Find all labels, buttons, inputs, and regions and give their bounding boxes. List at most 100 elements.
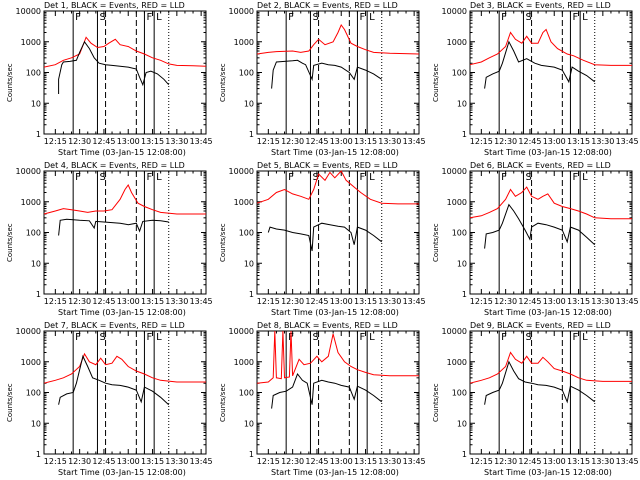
time-marker-label: F [288,172,294,183]
panel-title: Det 1, BLACK = Events, RED = LLD [44,1,185,10]
time-marker-label: S [525,12,531,23]
plot-frame [43,330,207,455]
x-tick-label: 13:15 [141,297,164,306]
x-axis-label: Start Time (03-Jan-15 12:08:00) [484,148,612,157]
x-tick-label: 12:15 [44,457,67,466]
time-marker-label: S [312,12,318,23]
x-tick-label: 12:15 [257,297,280,306]
x-axis-label: Start Time (03-Jan-15 12:08:00) [58,468,186,477]
time-marker-label: S [99,332,105,343]
lld-series-line [43,36,207,68]
time-marker-label: S [99,12,105,23]
y-tick-label: 1000 [234,358,254,367]
y-tick-label: 10000 [442,167,467,176]
time-marker-label: L [582,12,588,23]
time-marker-label: L [156,12,162,23]
x-tick-label: 13:00 [543,457,566,466]
panel-title: Det 3, BLACK = Events, RED = LLD [470,1,611,10]
plot-frame [469,170,633,295]
x-tick-label: 12:15 [257,137,280,146]
y-tick-label: 1 [36,130,41,139]
x-tick-label: 13:30 [591,137,614,146]
x-tick-label: 13:00 [117,137,140,146]
x-axis-label: Start Time (03-Jan-15 12:08:00) [484,308,612,317]
x-tick-label: 12:30 [494,297,517,306]
x-tick-label: 13:15 [567,297,590,306]
panel-plot: 1 10 100 1000 10000 12:15 12:30 12:45 13:00 13:15… [229,327,426,466]
y-tick-label: 1000 [21,358,41,367]
panel-title: Det 9, BLACK = Events, RED = LLD [470,321,611,330]
time-marker-label: L [369,172,375,183]
time-marker-label: S [525,332,531,343]
x-tick-label: 12:30 [494,137,517,146]
y-tick-label: 100 [239,389,254,398]
time-marker-label: F [75,172,81,183]
x-tick-label: 13:00 [117,457,140,466]
time-marker-label: F [359,12,365,23]
panel-title: Det 4, BLACK = Events, RED = LLD [44,161,185,170]
x-tick-label: 13:00 [330,457,353,466]
time-marker-label: F [501,12,507,23]
events-series-line [271,372,383,409]
x-tick-label: 13:45 [190,297,213,306]
x-tick-label: 13:45 [403,297,426,306]
x-tick-label: 12:15 [470,137,493,146]
x-tick-label: 12:30 [281,137,304,146]
y-tick-label: 1 [462,290,467,299]
time-marker-label: S [525,172,531,183]
x-tick-label: 12:30 [281,457,304,466]
x-tick-label: 12:45 [305,297,328,306]
plot-frame [469,330,633,455]
y-tick-label: 1000 [447,38,467,47]
x-tick-label: 13:15 [354,137,377,146]
x-tick-label: 13:00 [543,297,566,306]
x-tick-label: 12:45 [305,137,328,146]
plot-frame [256,170,420,295]
time-marker-label: L [156,172,162,183]
events-series-line [484,360,596,405]
y-tick-label: 100 [239,69,254,78]
x-tick-label: 13:45 [190,457,213,466]
lld-series-line [256,170,419,205]
x-tick-label: 13:30 [165,457,188,466]
x-tick-label: 12:30 [68,457,91,466]
x-axis-label: Start Time (03-Jan-15 12:08:00) [271,308,399,317]
y-tick-label: 1 [249,290,254,299]
time-marker-label: F [572,12,578,23]
x-tick-label: 13:15 [141,137,164,146]
panel-plot: 1 10 100 1000 10000 12:15 12:30 12:45 13:00 13:15… [16,7,213,146]
panel-plot: 1 10 100 1000 10000 12:15 12:30 12:45 13:00 13:15… [16,327,213,466]
detector-panel-4: 1 10 100 1000 10000 12:15 12:30 12:45 13:00 13:15… [0,160,213,320]
time-marker-label: F [359,332,365,343]
time-marker-label: S [99,172,105,183]
y-tick-label: 1000 [21,198,41,207]
y-tick-label: 1000 [21,38,41,47]
y-axis-label: Counts/sec [432,223,440,262]
time-marker-label: F [146,332,152,343]
y-tick-label: 10000 [442,327,467,336]
y-tick-label: 100 [239,229,254,238]
lld-series-line [256,23,420,55]
y-tick-label: 100 [452,69,467,78]
lld-series-line [43,183,206,215]
y-tick-label: 1 [249,130,254,139]
time-marker-label: F [359,172,365,183]
time-marker-label: F [501,332,507,343]
panel-title: Det 7, BLACK = Events, RED = LLD [44,321,185,330]
y-axis-label: Counts/sec [219,223,227,262]
plot-frame [256,10,420,135]
x-tick-label: 13:00 [543,137,566,146]
x-tick-label: 12:45 [92,457,115,466]
panel-title: Det 8, BLACK = Events, RED = LLD [257,321,398,330]
lld-series-line [469,186,632,220]
x-tick-label: 13:30 [378,297,401,306]
x-tick-label: 13:15 [567,137,590,146]
x-tick-label: 13:45 [616,457,639,466]
panel-plot: 1 10 100 1000 10000 12:15 12:30 12:45 13:00 13:15… [16,167,213,306]
detector-panel-5: 1 10 100 1000 10000 12:15 12:30 12:45 13:00 13:15… [213,160,426,320]
y-tick-label: 100 [26,389,41,398]
x-axis-label: Start Time (03-Jan-15 12:08:00) [271,148,399,157]
y-tick-label: 100 [26,69,41,78]
y-tick-label: 10 [244,99,254,108]
